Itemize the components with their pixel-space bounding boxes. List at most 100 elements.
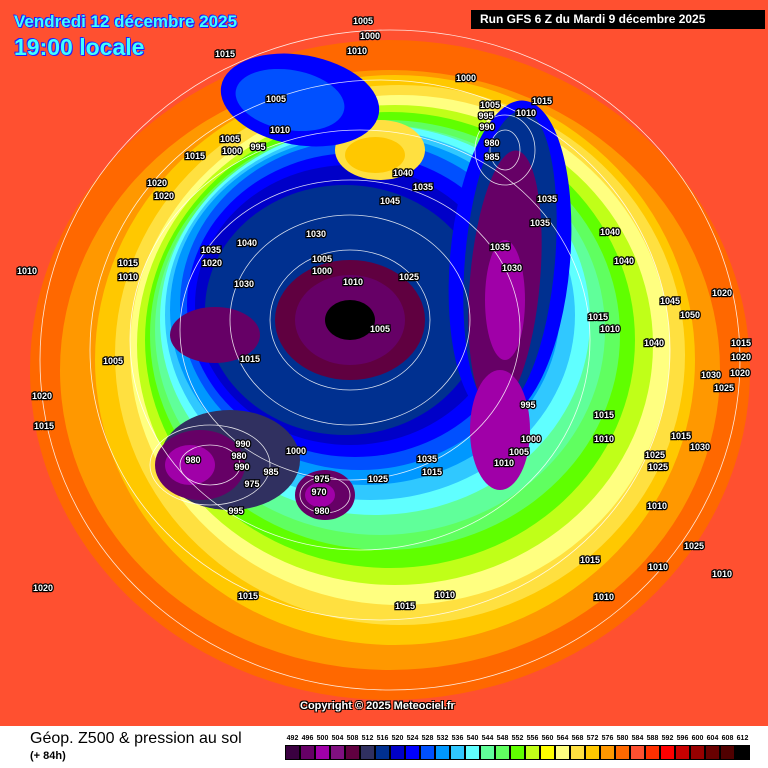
pressure-label: 980 bbox=[185, 455, 200, 465]
pressure-label: 1015 bbox=[240, 354, 260, 364]
legend-swatch bbox=[374, 745, 390, 760]
legend-item: 500 bbox=[314, 735, 330, 760]
pressure-label: 1050 bbox=[680, 310, 700, 320]
legend-item: 544 bbox=[479, 735, 495, 760]
pressure-label: 1040 bbox=[237, 238, 257, 248]
legend-level: 568 bbox=[571, 735, 584, 742]
height-contour-area bbox=[305, 483, 335, 507]
pressure-label: 1040 bbox=[393, 168, 413, 178]
legend-level: 508 bbox=[346, 735, 359, 742]
legend-item: 572 bbox=[584, 735, 600, 760]
legend-item: 588 bbox=[644, 735, 660, 760]
pressure-label: 1010 bbox=[648, 562, 668, 572]
pressure-label: 1005 bbox=[312, 254, 332, 264]
pressure-label: 1015 bbox=[395, 601, 415, 611]
isobar bbox=[89, 79, 671, 621]
legend-item: 612 bbox=[734, 735, 750, 760]
map-title: Géop. Z500 & pression au sol bbox=[30, 730, 242, 747]
legend-swatch bbox=[674, 745, 690, 760]
legend-level: 492 bbox=[286, 735, 299, 742]
legend-item: 548 bbox=[494, 735, 510, 760]
pressure-label: 1030 bbox=[701, 370, 721, 380]
pressure-label: 1000 bbox=[521, 434, 541, 444]
pressure-label: 1025 bbox=[714, 383, 734, 393]
legend-level: 608 bbox=[721, 735, 734, 742]
legend-swatch bbox=[449, 745, 465, 760]
isobar bbox=[489, 129, 521, 171]
pressure-label: 1010 bbox=[594, 592, 614, 602]
legend-level: 604 bbox=[706, 735, 719, 742]
pressure-label: 1025 bbox=[645, 450, 665, 460]
isobar bbox=[179, 179, 521, 481]
forecast-lead: (+ 84h) bbox=[30, 750, 66, 762]
legend-swatch bbox=[284, 745, 300, 760]
pressure-label: 1010 bbox=[494, 458, 514, 468]
isobar bbox=[269, 249, 431, 391]
isobar bbox=[229, 214, 471, 426]
legend-item: 512 bbox=[359, 735, 375, 760]
legend-level: 512 bbox=[361, 735, 374, 742]
legend-swatch bbox=[419, 745, 435, 760]
pressure-label: 1035 bbox=[537, 194, 557, 204]
pressure-label: 995 bbox=[478, 111, 493, 121]
pressure-label: 980 bbox=[314, 506, 329, 516]
pressure-label: 1030 bbox=[690, 442, 710, 452]
legend-swatch bbox=[689, 745, 705, 760]
isobar bbox=[129, 129, 591, 551]
pressure-label: 1010 bbox=[435, 590, 455, 600]
height-contour-area bbox=[170, 307, 260, 363]
legend-swatch bbox=[719, 745, 735, 760]
pressure-label: 995 bbox=[250, 142, 265, 152]
pressure-label: 1010 bbox=[118, 272, 138, 282]
legend-item: 528 bbox=[419, 735, 435, 760]
legend-item: 520 bbox=[389, 735, 405, 760]
legend-level: 588 bbox=[646, 735, 659, 742]
isobar bbox=[39, 29, 741, 691]
pressure-label: 1015 bbox=[532, 96, 552, 106]
isobar bbox=[179, 444, 241, 486]
pressure-label: 980 bbox=[484, 138, 499, 148]
pressure-label: 1010 bbox=[270, 125, 290, 135]
legend-item: 556 bbox=[524, 735, 540, 760]
legend-swatch bbox=[734, 745, 750, 760]
legend-level: 520 bbox=[391, 735, 404, 742]
pressure-label: 1030 bbox=[234, 279, 254, 289]
legend-swatch bbox=[464, 745, 480, 760]
isobar bbox=[149, 424, 271, 506]
legend-item: 592 bbox=[659, 735, 675, 760]
legend-swatch bbox=[554, 745, 570, 760]
legend-item: 532 bbox=[434, 735, 450, 760]
pressure-label: 1020 bbox=[33, 583, 53, 593]
legend-level: 524 bbox=[406, 735, 419, 742]
legend-swatch bbox=[584, 745, 600, 760]
legend-item: 508 bbox=[344, 735, 360, 760]
legend-item: 536 bbox=[449, 735, 465, 760]
pressure-label: 1040 bbox=[600, 227, 620, 237]
copyright: Copyright © 2025 Meteociel.fr bbox=[300, 700, 455, 712]
legend-item: 552 bbox=[509, 735, 525, 760]
pressure-label: 1035 bbox=[490, 242, 510, 252]
pressure-label: 1040 bbox=[644, 338, 664, 348]
legend-swatch bbox=[434, 745, 450, 760]
height-contour-area bbox=[470, 370, 530, 490]
pressure-label: 995 bbox=[228, 506, 243, 516]
pressure-label: 1015 bbox=[215, 49, 235, 59]
legend-level: 600 bbox=[691, 735, 704, 742]
legend-item: 576 bbox=[599, 735, 615, 760]
pressure-label: 1035 bbox=[413, 182, 433, 192]
legend-swatch bbox=[509, 745, 525, 760]
pressure-label: 1010 bbox=[647, 501, 667, 511]
legend-item: 580 bbox=[614, 735, 630, 760]
pressure-label: 1025 bbox=[684, 541, 704, 551]
run-info: Run GFS 6 Z du Mardi 9 décembre 2025 bbox=[471, 10, 765, 29]
pressure-label: 1000 bbox=[222, 146, 242, 156]
legend-level: 500 bbox=[316, 735, 329, 742]
pressure-label: 1040 bbox=[614, 256, 634, 266]
pressure-label: 1035 bbox=[530, 218, 550, 228]
pressure-label: 1015 bbox=[588, 312, 608, 322]
legend-item: 524 bbox=[404, 735, 420, 760]
legend-swatch bbox=[299, 745, 315, 760]
legend-level: 612 bbox=[736, 735, 749, 742]
isobar bbox=[299, 476, 351, 514]
pressure-label: 1045 bbox=[380, 196, 400, 206]
